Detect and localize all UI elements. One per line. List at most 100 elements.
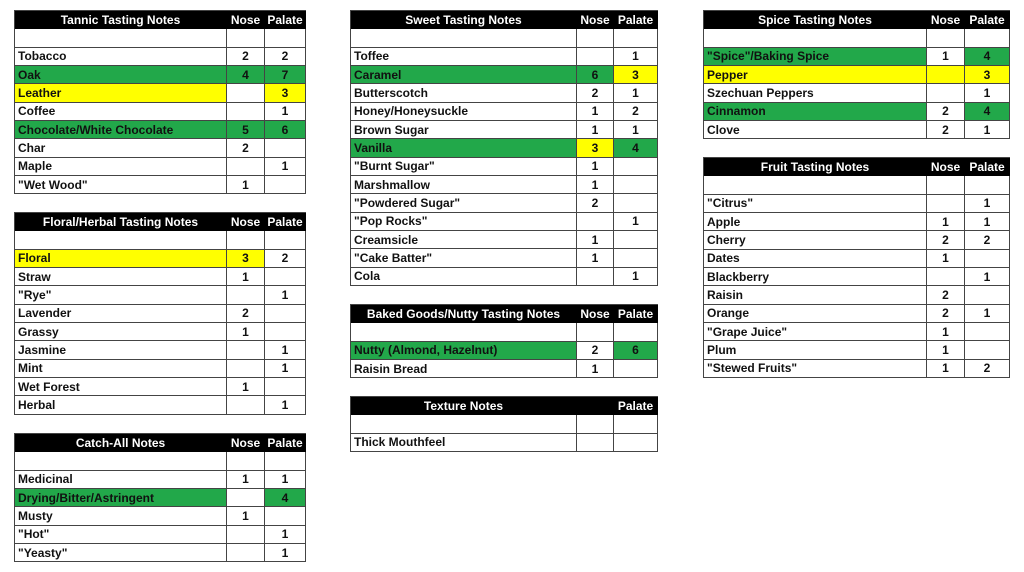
table-title: Catch-All Notes bbox=[15, 434, 227, 453]
header-row: Fruit Tasting Notes Nose Palate bbox=[704, 158, 1010, 177]
nose-header: Nose bbox=[577, 11, 614, 30]
note-label: Herbal bbox=[15, 396, 227, 415]
nose-score: 1 bbox=[227, 176, 265, 195]
nose-score: 1 bbox=[577, 231, 614, 250]
note-row: "Grape Juice" 1 bbox=[704, 323, 1010, 342]
blank-cell bbox=[351, 29, 577, 48]
nose-score: 1 bbox=[577, 121, 614, 140]
palate-score bbox=[614, 157, 658, 177]
note-row: Musty 1 bbox=[15, 507, 306, 526]
nose-score: 1 bbox=[927, 323, 965, 342]
note-row: Drying/Bitter/Astringent 4 bbox=[15, 489, 306, 508]
palate-score: 1 bbox=[265, 525, 306, 545]
blank-cell bbox=[265, 231, 306, 250]
nose-score bbox=[227, 359, 265, 379]
note-row: Maple 1 bbox=[15, 157, 306, 177]
palate-score: 1 bbox=[614, 267, 658, 287]
nose-score: 6 bbox=[577, 66, 614, 85]
note-row: Wet Forest 1 bbox=[15, 378, 306, 397]
note-label: Marshmallow bbox=[351, 176, 577, 195]
nose-score: 1 bbox=[577, 176, 614, 195]
palate-header: Palate bbox=[265, 434, 306, 453]
nose-score: 2 bbox=[927, 286, 965, 305]
note-label: Grassy bbox=[15, 323, 227, 342]
blank-cell bbox=[577, 415, 614, 434]
note-row: Brown Sugar 1 1 bbox=[351, 121, 658, 140]
note-label: Raisin Bread bbox=[351, 360, 577, 379]
palate-score: 1 bbox=[614, 212, 658, 232]
nose-score bbox=[227, 489, 265, 508]
note-row: Creamsicle 1 bbox=[351, 231, 658, 250]
nose-score bbox=[927, 268, 965, 287]
note-row: Plum 1 bbox=[704, 341, 1010, 360]
notes-table: Texture Notes Palate Thick Mouthfeel bbox=[350, 396, 658, 453]
note-label: Tobacco bbox=[15, 47, 227, 67]
palate-header: Palate bbox=[965, 11, 1010, 30]
palate-score bbox=[614, 176, 658, 195]
blank-cell bbox=[265, 452, 306, 471]
palate-score bbox=[265, 323, 306, 342]
note-row: Mint 1 bbox=[15, 359, 306, 379]
table-title: Texture Notes bbox=[351, 397, 577, 416]
note-row: Raisin 2 bbox=[704, 286, 1010, 305]
notes-table: Fruit Tasting Notes Nose Palate "Citrus" 1 Ap… bbox=[703, 157, 1010, 379]
note-row: "Burnt Sugar" 1 bbox=[351, 157, 658, 177]
palate-score: 4 bbox=[614, 139, 658, 158]
palate-score: 2 bbox=[965, 231, 1010, 250]
nose-score bbox=[227, 157, 265, 177]
note-row: Jasmine 1 bbox=[15, 341, 306, 360]
blank-cell bbox=[265, 29, 306, 48]
nose-score: 2 bbox=[927, 304, 965, 324]
palate-score bbox=[965, 286, 1010, 305]
nose-score bbox=[227, 396, 265, 415]
note-row: Tobacco 2 2 bbox=[15, 47, 306, 67]
palate-score bbox=[265, 507, 306, 526]
note-row: Clove 2 1 bbox=[704, 121, 1010, 140]
palate-score: 4 bbox=[965, 102, 1010, 122]
palate-score: 2 bbox=[265, 249, 306, 269]
blank-cell bbox=[614, 415, 658, 434]
header-row: Floral/Herbal Tasting Notes Nose Palate bbox=[15, 213, 306, 232]
palate-score: 2 bbox=[265, 47, 306, 67]
nose-score bbox=[227, 84, 265, 103]
note-row: Toffee 1 bbox=[351, 47, 658, 67]
palate-score bbox=[614, 194, 658, 213]
note-label: Coffee bbox=[15, 102, 227, 122]
note-label: "Rye" bbox=[15, 286, 227, 305]
note-row: Thick Mouthfeel bbox=[351, 433, 658, 453]
palate-score: 1 bbox=[965, 121, 1010, 140]
note-row: Chocolate/White Chocolate 5 6 bbox=[15, 121, 306, 140]
note-row: "Spice"/Baking Spice 1 4 bbox=[704, 47, 1010, 67]
note-label: "Cake Batter" bbox=[351, 249, 577, 268]
note-row: Blackberry 1 bbox=[704, 268, 1010, 287]
blank-cell bbox=[15, 29, 227, 48]
note-label: Toffee bbox=[351, 47, 577, 67]
note-row: Caramel 6 3 bbox=[351, 66, 658, 85]
note-label: Szechuan Peppers bbox=[704, 84, 927, 103]
header-row: Texture Notes Palate bbox=[351, 397, 658, 416]
palate-score: 1 bbox=[965, 268, 1010, 287]
note-row: "Yeasty" 1 bbox=[15, 544, 306, 563]
palate-score: 2 bbox=[614, 102, 658, 122]
palate-score: 1 bbox=[965, 84, 1010, 103]
nose-score: 2 bbox=[577, 194, 614, 213]
palate-score: 1 bbox=[265, 157, 306, 177]
note-row: Medicinal 1 1 bbox=[15, 470, 306, 490]
header-row: Baked Goods/Nutty Tasting Notes Nose Palat… bbox=[351, 305, 658, 324]
note-label: "Citrus" bbox=[704, 194, 927, 214]
blank-cell bbox=[704, 176, 927, 195]
nose-score: 4 bbox=[227, 66, 265, 85]
note-label: Mint bbox=[15, 359, 227, 379]
nose-score: 1 bbox=[927, 341, 965, 360]
note-label: Cinnamon bbox=[704, 102, 927, 122]
blank-cell bbox=[351, 415, 577, 434]
table-title: Fruit Tasting Notes bbox=[704, 158, 927, 177]
nose-score: 2 bbox=[927, 102, 965, 122]
note-label: Blackberry bbox=[704, 268, 927, 287]
header-row: Sweet Tasting Notes Nose Palate bbox=[351, 11, 658, 30]
nose-header: Nose bbox=[927, 11, 965, 30]
note-label: "Spice"/Baking Spice bbox=[704, 47, 927, 67]
note-row: "Cake Batter" 1 bbox=[351, 249, 658, 268]
palate-score: 1 bbox=[265, 286, 306, 305]
blank-cell bbox=[704, 29, 927, 48]
